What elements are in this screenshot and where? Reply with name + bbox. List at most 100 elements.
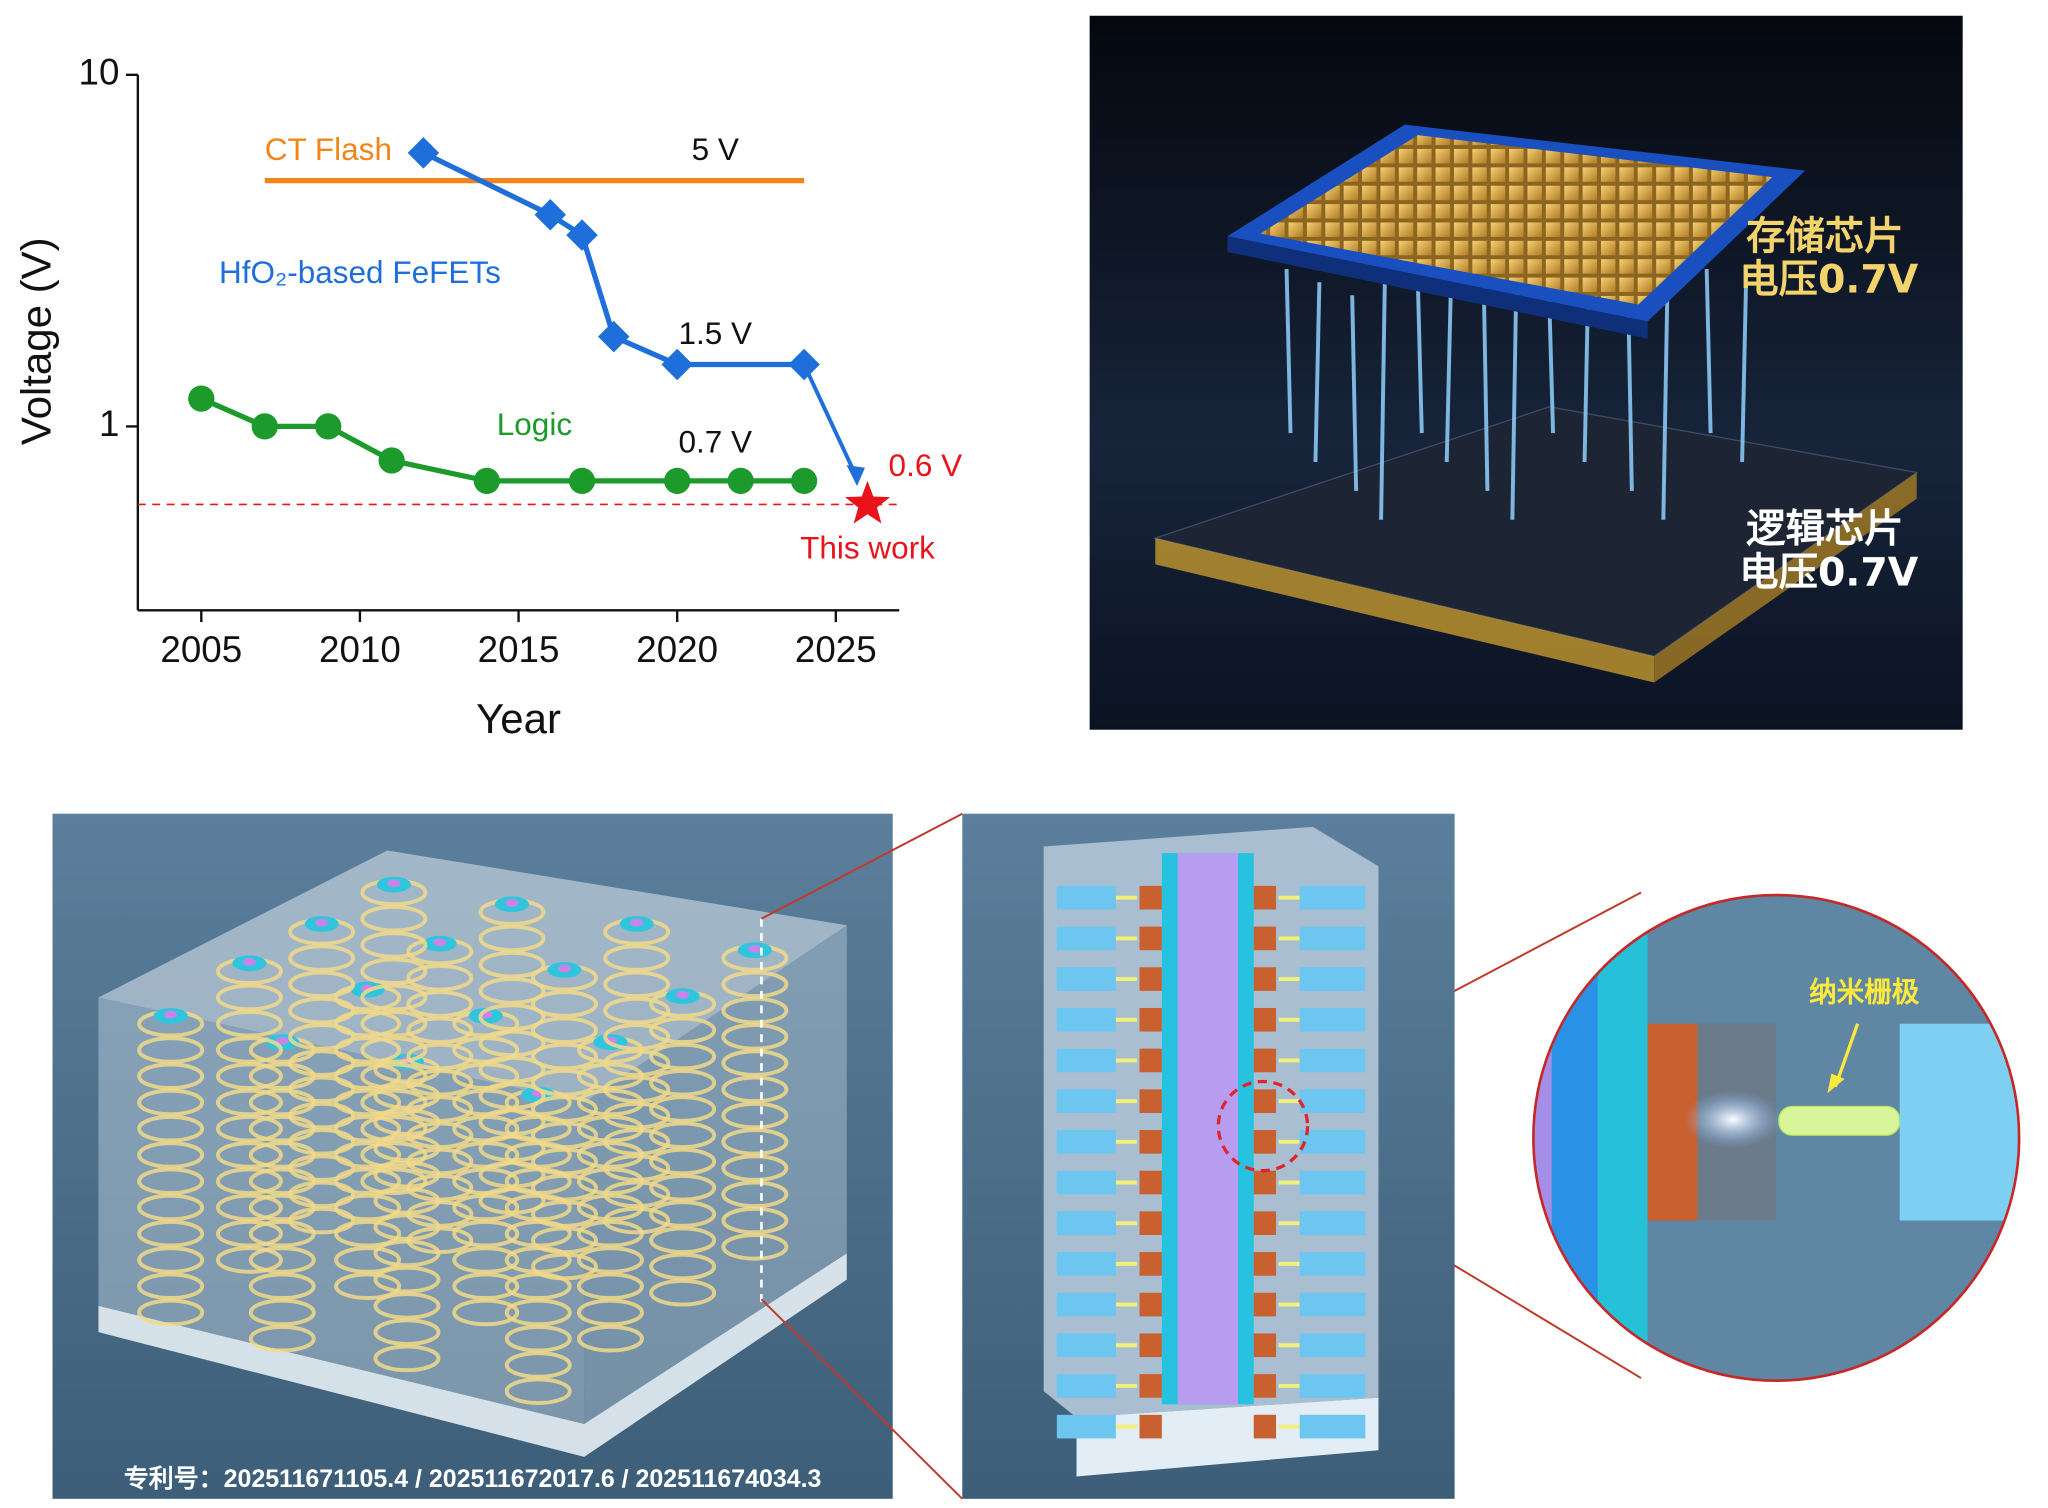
pillar-ring xyxy=(504,1324,572,1353)
series-label: This work xyxy=(800,530,935,566)
pillar-ring xyxy=(576,1246,644,1274)
cross-section xyxy=(962,813,1455,1499)
pillar-core xyxy=(630,918,644,927)
pillar-core xyxy=(275,1036,289,1045)
pillar-ring xyxy=(478,977,546,1005)
pillar-ring xyxy=(721,1154,789,1182)
pillar-ring xyxy=(360,1009,428,1038)
pillar-ring xyxy=(531,1068,598,1097)
wordline-right xyxy=(1299,1170,1366,1195)
value-annotation: 1.5 V xyxy=(678,315,752,351)
pillar-ring xyxy=(649,1173,717,1202)
pillar-ring xyxy=(603,996,671,1025)
pillar-ring xyxy=(288,1128,356,1156)
wordline-right xyxy=(1299,1292,1366,1317)
data-point xyxy=(378,447,405,474)
pillar-ring xyxy=(406,1095,474,1123)
pillar-ring xyxy=(531,1016,598,1045)
oxide-layer xyxy=(1551,895,1598,1381)
pillar-ring xyxy=(360,1062,428,1090)
pillar-ring xyxy=(137,1167,205,1195)
zoom-circle xyxy=(1532,893,2021,1383)
series-label: HfO₂-based FeFETs xyxy=(219,254,501,290)
y-tick-label: 1 xyxy=(99,403,119,444)
pillar-core xyxy=(164,1010,178,1019)
pillar-ring xyxy=(215,1062,283,1090)
wordline-right xyxy=(1299,1374,1366,1398)
patent-number: 专利号：202511671105.4 / 202511672017.6 / 20… xyxy=(124,1464,822,1493)
x-tick-label: 2025 xyxy=(795,629,877,670)
pillar-ring xyxy=(215,1246,283,1274)
pillar-ring xyxy=(452,1246,520,1274)
pillar-ring xyxy=(531,1147,598,1176)
pillar-core xyxy=(433,938,447,947)
pillar-ring xyxy=(603,1180,671,1209)
cell-left xyxy=(1139,1252,1162,1276)
pillar-ring xyxy=(137,1062,205,1090)
pillar-ring xyxy=(360,957,428,985)
beam xyxy=(1350,295,1359,491)
wordline-right xyxy=(1299,1130,1366,1154)
data-point xyxy=(597,320,630,353)
array-illustration: 专利号：202511671105.4 / 202511672017.6 / 20… xyxy=(52,813,893,1499)
pillar-ring xyxy=(373,1265,441,1294)
wordline-right xyxy=(1299,1211,1366,1236)
wordline-right xyxy=(1299,1414,1366,1439)
cell-right xyxy=(1253,1211,1277,1236)
pillar-ring xyxy=(137,1114,205,1143)
pillar-ring xyxy=(452,1298,520,1327)
pillar-ring xyxy=(288,1154,356,1182)
gate-magnified: 纳米栅极 xyxy=(1532,893,2021,1383)
cell-left xyxy=(1139,1130,1162,1154)
series-line xyxy=(422,150,805,368)
beam xyxy=(1444,295,1453,463)
pillar-ring xyxy=(452,1272,520,1300)
pillar-ring xyxy=(721,996,789,1025)
cell-right xyxy=(1253,1374,1277,1398)
cell-right xyxy=(1253,926,1277,951)
pillar-ring xyxy=(137,1193,205,1222)
wordline-right xyxy=(1299,1089,1366,1113)
cell-right xyxy=(1253,1414,1277,1439)
series-label: CT Flash xyxy=(265,131,392,167)
pillar-ring xyxy=(478,1108,546,1136)
pillar-ring xyxy=(248,1272,316,1300)
pillar-ring xyxy=(478,1187,546,1215)
pillar-ring xyxy=(334,1062,402,1090)
cell-right xyxy=(1253,1292,1277,1317)
wordline-left xyxy=(1056,1292,1116,1317)
wordline-left xyxy=(1056,1333,1116,1358)
pillar-ring xyxy=(215,1167,283,1195)
cell-left xyxy=(1139,1007,1162,1032)
pillar-ring xyxy=(360,931,428,959)
wordline-left xyxy=(1056,1374,1116,1398)
pillar-ring xyxy=(334,1009,402,1038)
pillar-ring xyxy=(373,1292,441,1320)
pillar-ring xyxy=(478,1134,546,1163)
pillar-ring xyxy=(215,1193,283,1222)
wordline-left xyxy=(1056,1170,1116,1195)
wordline-right xyxy=(1299,1048,1366,1073)
pillar-ring xyxy=(649,1252,717,1281)
pillar-ring xyxy=(531,1226,598,1255)
cube-side xyxy=(584,925,847,1425)
wordline-right xyxy=(1299,967,1366,991)
pillar-core xyxy=(387,879,401,888)
wordline-right xyxy=(1299,1007,1366,1032)
x-axis-title: Year xyxy=(476,695,561,742)
gate-pointer-head xyxy=(1827,1073,1845,1094)
pillar-ring xyxy=(288,1075,356,1104)
pillar-ring xyxy=(531,1173,598,1202)
data-point xyxy=(566,219,598,251)
pillar-ring xyxy=(137,1141,205,1169)
pillar-ring xyxy=(334,1114,402,1143)
cell-left xyxy=(1139,1333,1162,1358)
zoom-line xyxy=(760,812,963,920)
pillar-ring xyxy=(334,1219,402,1248)
spark xyxy=(1683,1090,1783,1149)
cell-right xyxy=(1253,1333,1277,1358)
pillar-ring xyxy=(504,1377,572,1405)
pillar-ring xyxy=(334,1036,402,1064)
